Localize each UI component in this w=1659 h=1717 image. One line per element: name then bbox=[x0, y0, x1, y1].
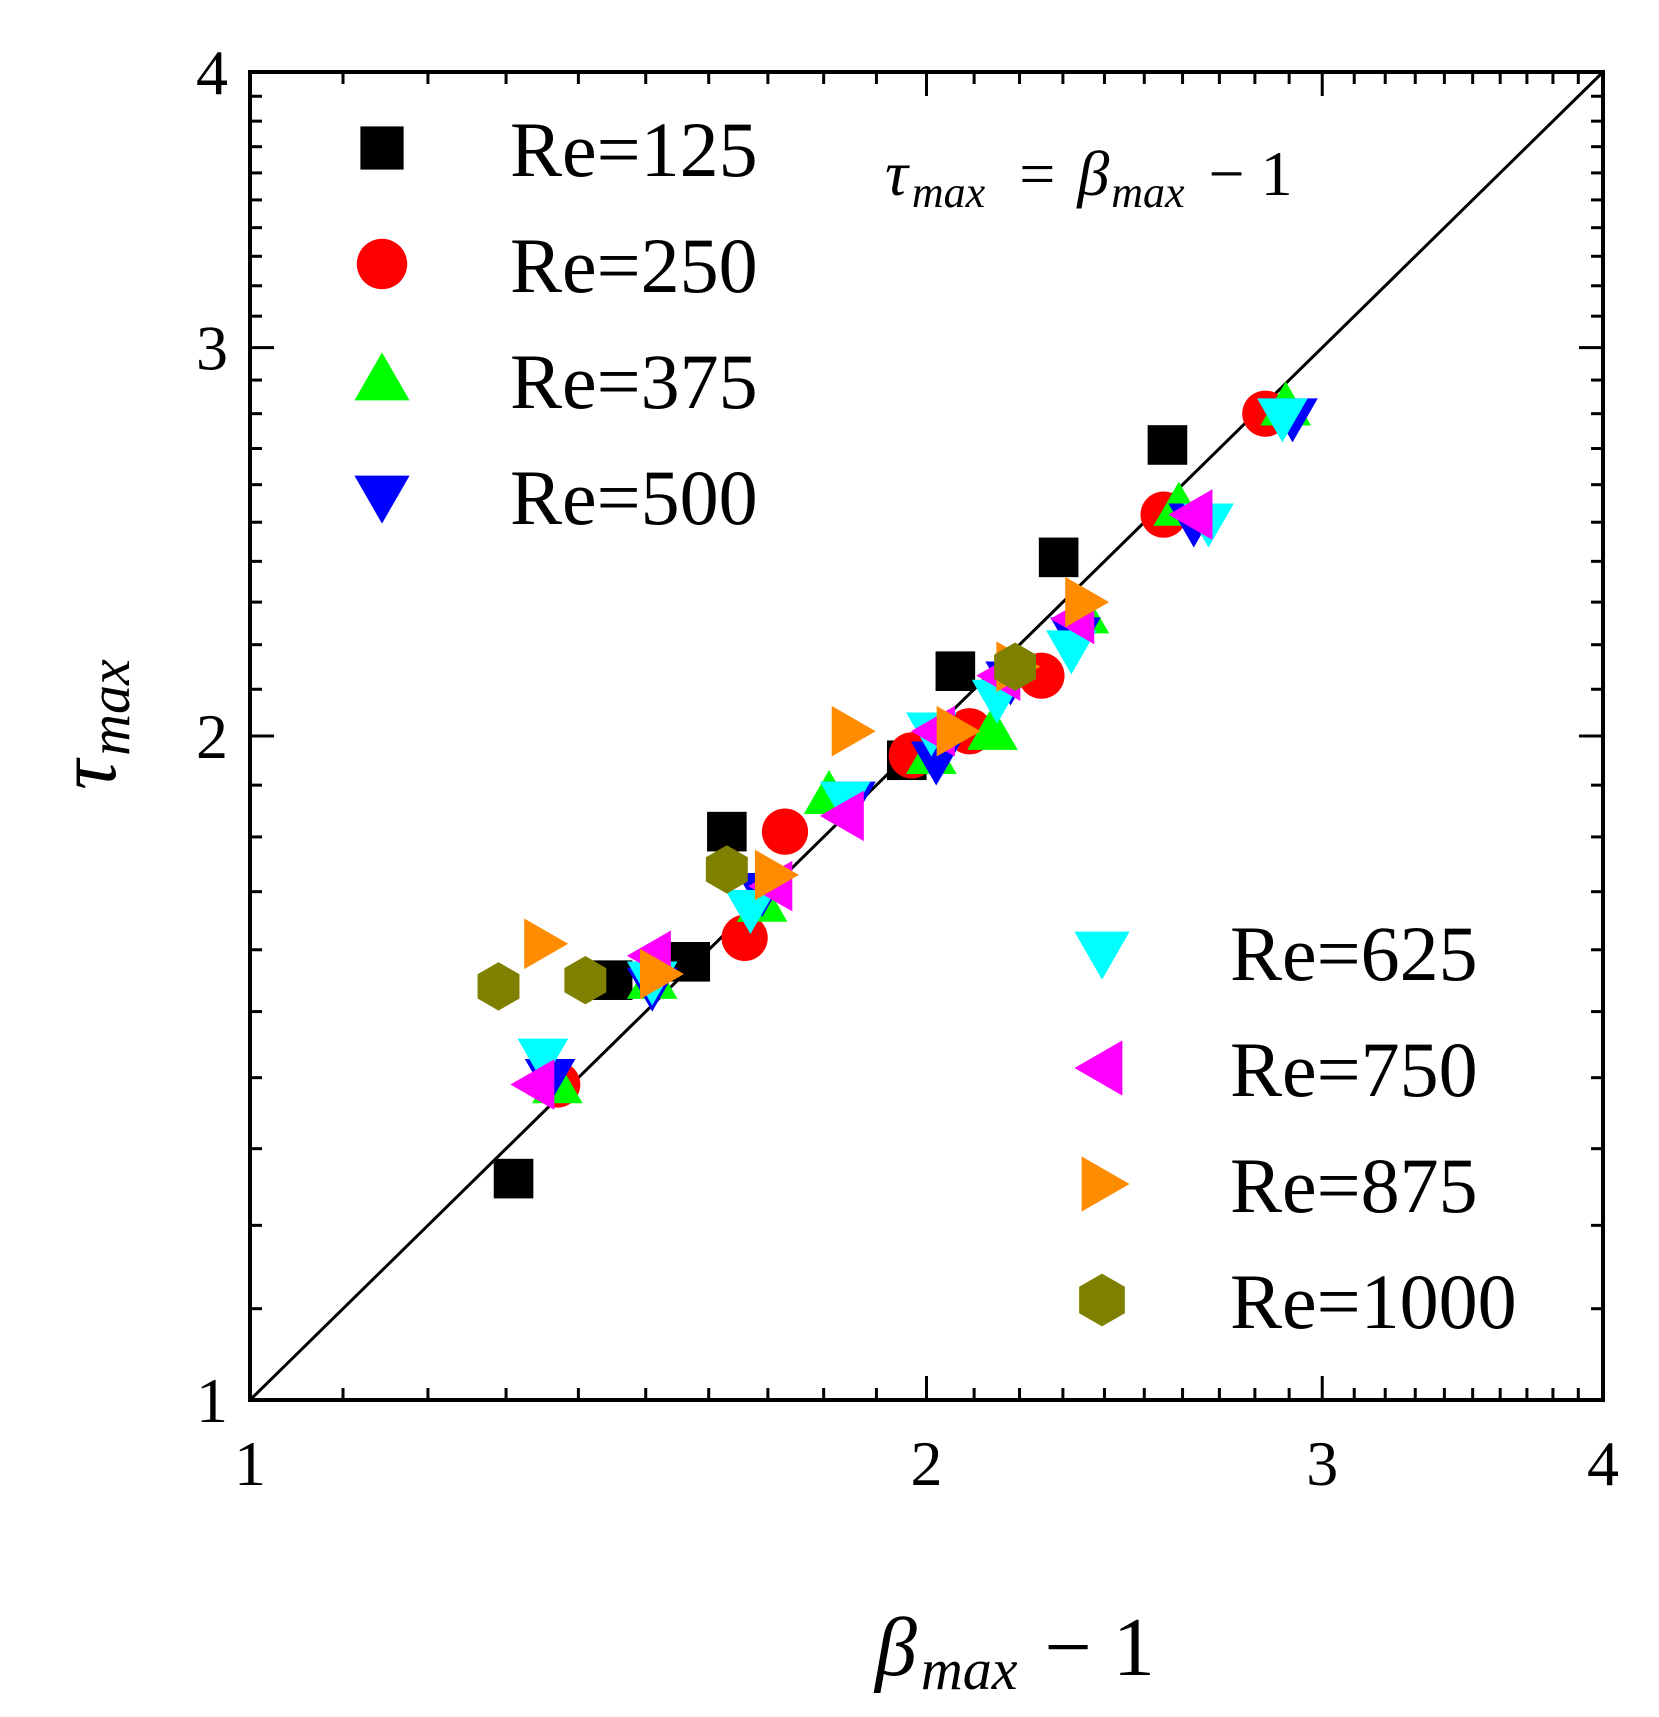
y-tick-label: 4 bbox=[196, 37, 228, 108]
annotation-rest: − 1 bbox=[1209, 138, 1293, 209]
y-tick-label: 2 bbox=[196, 701, 228, 772]
x-axis-label-rest: − 1 bbox=[1023, 1601, 1154, 1694]
legend-label: Re=500 bbox=[510, 454, 758, 541]
legend-top-left: Re=125 Re=250 Re=375 Re=500 bbox=[354, 106, 758, 541]
data-point-re-875 bbox=[936, 705, 981, 757]
legend-label: Re=875 bbox=[1230, 1142, 1478, 1229]
legend: Re=125 Re=250 Re=375 Re=500 Re=625 Re=750 Re=8… bbox=[354, 106, 1517, 1345]
data-point-re-125 bbox=[1038, 537, 1079, 578]
annotation-rhs-sub: max bbox=[1111, 168, 1185, 217]
legend-label: Re=375 bbox=[510, 338, 758, 425]
legend-entry-re-750: Re=750 bbox=[1074, 1026, 1478, 1113]
legend-entry-re-250: Re=250 bbox=[356, 222, 758, 309]
x-tick-label: 3 bbox=[1306, 1428, 1338, 1499]
data-point-re-125 bbox=[493, 1158, 534, 1199]
series-re-750 bbox=[510, 489, 1213, 1110]
x-axis-label-sub: max bbox=[921, 1637, 1018, 1702]
data-point-re-875 bbox=[524, 918, 569, 970]
plot-frame bbox=[248, 70, 1605, 1402]
data-point-re-1000 bbox=[994, 642, 1037, 691]
legend-label: Re=125 bbox=[510, 106, 758, 193]
legend-marker-re-375 bbox=[354, 352, 410, 401]
tick-labels: 1 2 3 4 1 2 3 4 bbox=[196, 37, 1619, 1499]
x-axis-label: βmax − 1 bbox=[873, 1601, 1155, 1702]
y-axis-label: τmax bbox=[41, 659, 142, 790]
annotation-rhs: β bbox=[1075, 138, 1109, 209]
data-point-re-375 bbox=[967, 705, 1018, 750]
legend-entry-re-375: Re=375 bbox=[354, 338, 758, 425]
legend-bottom-right: Re=625 Re=750 Re=875 Re=1000 bbox=[1074, 910, 1517, 1345]
legend-entry-re-625: Re=625 bbox=[1074, 910, 1478, 997]
data-point-re-625 bbox=[517, 1038, 569, 1083]
data-point-re-125 bbox=[935, 651, 976, 691]
legend-entry-re-875: Re=875 bbox=[1081, 1142, 1478, 1229]
legend-label: Re=750 bbox=[1230, 1026, 1478, 1113]
legend-marker-re-1000 bbox=[1079, 1273, 1125, 1327]
y-tick-label: 3 bbox=[196, 313, 228, 384]
y-axis-label-greek: τ bbox=[41, 757, 134, 790]
legend-label: Re=250 bbox=[510, 222, 758, 309]
annotation-equation: τmax = βmax − 1 bbox=[885, 138, 1293, 217]
series-re-875 bbox=[524, 576, 1110, 1000]
data-point-re-250 bbox=[761, 808, 809, 855]
annotation-lhs: τ bbox=[885, 138, 910, 209]
legend-marker-re-625 bbox=[1074, 931, 1130, 980]
data-point-re-750 bbox=[1168, 489, 1213, 540]
data-point-re-750 bbox=[819, 790, 864, 842]
data-point-re-125 bbox=[707, 811, 747, 852]
y-axis-label-sub: max bbox=[77, 659, 142, 756]
data-point-re-875 bbox=[754, 849, 799, 901]
legend-entry-re-125: Re=125 bbox=[360, 106, 758, 193]
data-point-re-1000 bbox=[705, 845, 748, 894]
data-point-re-625 bbox=[1046, 630, 1097, 675]
data-point-re-125 bbox=[1147, 425, 1188, 465]
x-tick-label: 2 bbox=[911, 1428, 943, 1499]
annotation-equals: = bbox=[1019, 138, 1055, 209]
annotation-lhs-sub: max bbox=[912, 168, 986, 217]
data-point-re-875 bbox=[831, 705, 876, 757]
x-tick-label: 4 bbox=[1587, 1428, 1619, 1499]
data-point-re-250 bbox=[721, 914, 768, 961]
legend-entry-re-1000: Re=1000 bbox=[1079, 1258, 1517, 1345]
legend-marker-re-750 bbox=[1074, 1040, 1123, 1096]
data-point-re-625 bbox=[725, 890, 776, 935]
data-point-re-875 bbox=[1065, 576, 1110, 628]
legend-label: Re=1000 bbox=[1230, 1258, 1517, 1345]
data-point-re-875 bbox=[639, 948, 684, 1000]
x-axis-label-greek: β bbox=[873, 1601, 917, 1694]
y-tick-label: 1 bbox=[196, 1365, 228, 1436]
series-re-1000 bbox=[477, 642, 1037, 1011]
data-point-re-625 bbox=[1257, 398, 1308, 443]
legend-entry-re-500: Re=500 bbox=[354, 454, 758, 541]
legend-label: Re=625 bbox=[1230, 910, 1478, 997]
data-point-re-1000 bbox=[564, 955, 607, 1005]
legend-marker-re-500 bbox=[354, 475, 410, 524]
data-point-re-750 bbox=[510, 1059, 555, 1110]
legend-marker-re-250 bbox=[356, 238, 408, 290]
legend-marker-re-125 bbox=[360, 126, 404, 170]
data-points bbox=[477, 381, 1318, 1199]
x-tick-label: 1 bbox=[234, 1428, 266, 1499]
legend-marker-re-875 bbox=[1081, 1156, 1130, 1212]
data-point-re-1000 bbox=[477, 962, 520, 1011]
